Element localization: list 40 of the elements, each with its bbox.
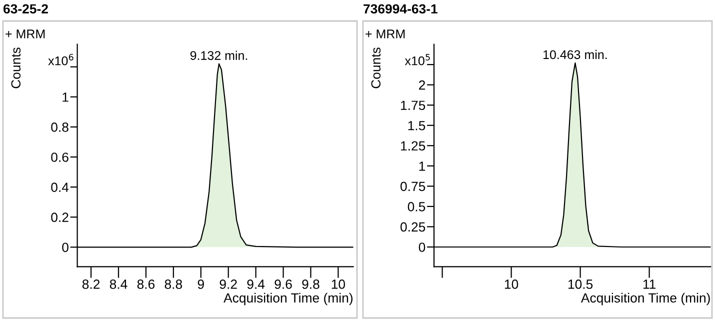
annotation: 9.132 min. <box>190 50 248 60</box>
chart-title: 63-25-2 <box>3 4 48 14</box>
y-axis-title: Counts <box>11 48 21 88</box>
y-tick-label: 0.2 <box>51 212 68 222</box>
y-tick-label: 0 <box>418 242 426 252</box>
annotation: 10.463 min. <box>543 50 607 60</box>
y-tick-label: 0.75 <box>400 182 426 192</box>
x-tick-label: 9.6 <box>274 280 292 289</box>
y-tick-label: 1 <box>419 162 426 171</box>
x-axis-title: Acquisition Time (min) <box>580 292 710 306</box>
x-tick-label: 8.2 <box>82 280 100 289</box>
x-tick-label: 8.6 <box>137 280 155 289</box>
x-tick-label: 9.2 <box>220 280 237 289</box>
text: x10$^{5}$ <box>404 54 430 66</box>
x-tick-label: 9.4 <box>247 280 265 289</box>
y-tick-label: 0.6 <box>51 152 68 162</box>
y-tick-label: 0 <box>62 242 68 252</box>
text: + MRM <box>366 30 405 38</box>
x-tick-label: 10 <box>332 280 346 289</box>
x-axis-title: Acquisition Time (min) <box>224 292 352 306</box>
x-tick-label: 10 <box>504 280 518 289</box>
y-tick-label: 0.8 <box>51 122 68 132</box>
x-tick-label: 9.8 <box>302 280 320 289</box>
y-tick-label: 1 <box>62 92 68 102</box>
y-tick-label: 1.5 <box>408 121 426 130</box>
y-tick-label: 0.4 <box>51 182 69 192</box>
y-tick-label: 2 <box>418 80 426 90</box>
x-tick-label: 10.5 <box>568 280 593 289</box>
y-tick-label: 1.25 <box>400 141 426 151</box>
x-tick-label: 8.8 <box>164 280 182 289</box>
text: + MRM <box>6 30 45 38</box>
y-tick-label: 0.25 <box>400 222 426 232</box>
y-axis-title: Counts <box>371 48 381 88</box>
y-tick-label: 0.5 <box>408 202 426 212</box>
x-tick-label: 11 <box>643 280 656 289</box>
x-tick-label: 9 <box>198 280 204 289</box>
chart-title: 736994-63-1 <box>364 4 438 14</box>
x-tick-label: 8.4 <box>110 280 128 289</box>
text: x10$^{6}$ <box>48 54 74 66</box>
y-tick-label: 1.75 <box>400 100 426 110</box>
